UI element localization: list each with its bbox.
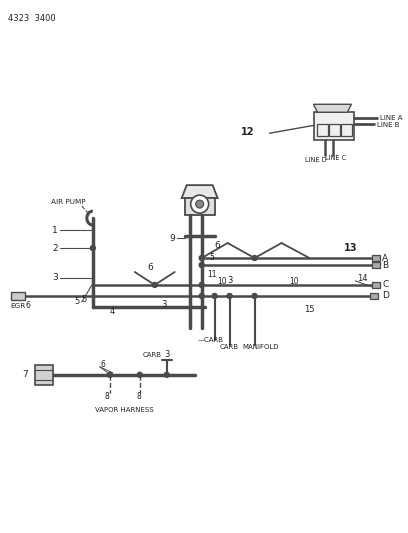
Text: 6: 6 [215,240,220,249]
Text: —CARB: —CARB [197,337,224,343]
Bar [35,365,53,385]
Text: C: C [382,280,388,289]
Text: 3: 3 [52,273,58,282]
Bar [373,255,380,261]
Polygon shape [313,104,351,112]
Text: 12: 12 [241,127,255,137]
Circle shape [191,195,208,213]
Polygon shape [182,185,217,198]
Text: VAPOR HARNESS: VAPOR HARNESS [95,407,153,413]
Text: 15: 15 [304,305,315,314]
Circle shape [212,294,217,298]
Text: 14: 14 [357,274,368,284]
Polygon shape [185,198,215,215]
Text: LINE C: LINE C [325,155,346,161]
Circle shape [152,282,157,287]
Text: 4: 4 [110,308,115,317]
Text: A: A [382,254,388,263]
Circle shape [252,255,257,261]
Text: 2: 2 [52,244,58,253]
Circle shape [196,200,204,208]
Text: CARB: CARB [142,352,161,358]
Bar [315,112,355,140]
Text: AIR PUMP: AIR PUMP [51,199,85,205]
Bar [373,282,380,288]
Text: 11: 11 [208,270,217,279]
Text: 6: 6 [148,263,153,272]
Text: LINE A: LINE A [380,115,403,121]
Text: LINE D: LINE D [305,157,326,163]
Text: D: D [382,292,389,301]
Text: 13: 13 [344,243,358,253]
Text: 3: 3 [164,350,169,359]
Circle shape [164,373,169,377]
Bar [11,292,25,300]
Bar [317,124,328,136]
Bar [373,262,380,268]
Text: EGR: EGR [10,303,25,309]
Text: 10: 10 [290,278,299,286]
Text: 1: 1 [52,225,58,235]
Circle shape [137,373,142,377]
Text: 7: 7 [22,370,28,379]
Text: 3: 3 [162,301,167,310]
Text: 6: 6 [26,302,31,310]
Bar [341,124,353,136]
Text: 10: 10 [217,278,227,286]
Text: 8: 8 [137,392,142,401]
Circle shape [252,294,257,298]
Circle shape [227,294,232,298]
Circle shape [199,255,204,261]
Circle shape [199,294,204,298]
Text: LINE B: LINE B [377,122,400,128]
Text: 4323  3400: 4323 3400 [8,14,55,23]
Text: CARB: CARB [220,344,239,350]
Circle shape [90,246,95,251]
Bar [370,293,378,299]
Text: MANIFOLD: MANIFOLD [243,344,279,350]
Circle shape [199,282,204,287]
Text: 6: 6 [100,360,105,369]
Circle shape [199,263,204,268]
Text: B: B [382,261,388,270]
Bar [329,124,340,136]
Text: 3: 3 [227,277,232,286]
Text: 9: 9 [169,233,175,243]
Circle shape [107,373,112,377]
Text: 5: 5 [75,297,80,306]
Text: 8: 8 [105,392,110,401]
Text: 5: 5 [210,253,215,262]
Text: 5: 5 [82,295,87,304]
